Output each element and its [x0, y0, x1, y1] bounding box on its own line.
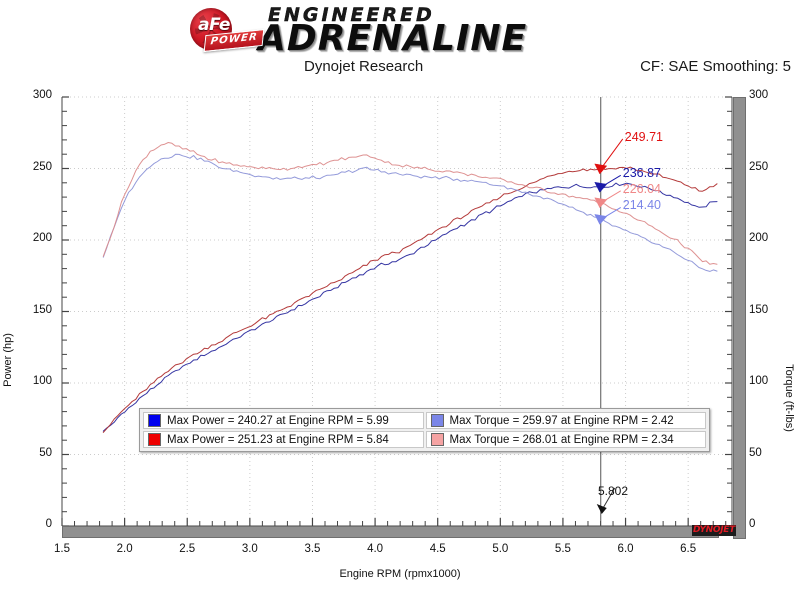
red-torque-readout: 249.71	[624, 129, 663, 144]
axis-tick-1-5: 1.5	[54, 543, 70, 555]
axis-tick-100: 100	[32, 375, 52, 387]
afe-power-logo: aFe POWER	[186, 6, 265, 52]
axis-tick-3-0: 3.0	[241, 543, 258, 555]
axis-tick-right-300: 300	[749, 89, 769, 101]
dynojet-research-title: Dynojet Research	[304, 58, 424, 75]
brand-header: aFe POWER ENGINEERED ADRENALINE	[0, 0, 800, 59]
legend-item: Max Power = 251.23 at Engine RPM = 5.84	[143, 431, 424, 448]
axis-tick-200: 200	[32, 232, 52, 244]
afe-circle-icon	[190, 8, 232, 50]
plot-svg	[61, 96, 733, 527]
axis-tick-300: 300	[32, 89, 52, 101]
axis-tick-50: 50	[39, 446, 52, 459]
legend-box: Max Power = 240.27 at Engine RPM = 5.99 M…	[139, 408, 710, 452]
axis-tick-right-150: 150	[749, 303, 769, 316]
axis-tick-6-5: 6.5	[680, 543, 697, 555]
axis-tick-right-200: 200	[749, 232, 769, 244]
axis-tick-250: 250	[32, 160, 52, 173]
legend-label: Max Torque = 259.97 at Engine RPM = 2.42	[449, 414, 674, 427]
legend-swatch	[430, 433, 444, 446]
axis-tick-4-0: 4.0	[367, 543, 384, 555]
axis-tick-3-5: 3.5	[304, 543, 321, 555]
axis-tick-4-5: 4.5	[429, 543, 446, 555]
x-axis-label-rpm: Engine RPM (rpmx1000)	[339, 568, 461, 580]
legend-label: Max Power = 240.27 at Engine RPM = 5.99	[167, 414, 389, 427]
horizontal-scrollbar[interactable]	[62, 526, 719, 538]
axis-tick-right-50: 50	[749, 446, 762, 459]
axis-tick-right-0: 0	[749, 518, 756, 530]
axis-tick-right-250: 250	[749, 160, 769, 173]
chart-header-row: Dynojet Research CF: SAE Smoothing: 5	[0, 58, 800, 80]
vertical-scrollbar[interactable]	[733, 97, 746, 539]
legend-swatch	[430, 414, 444, 427]
tagline-adrenaline: ADRENALINE	[258, 18, 528, 59]
axis-tick-150: 150	[32, 303, 52, 316]
axis-tick-2-0: 2.0	[116, 543, 133, 555]
legend-label: Max Power = 251.23 at Engine RPM = 5.84	[167, 433, 389, 446]
legend-item: Max Power = 240.27 at Engine RPM = 5.99	[143, 412, 424, 429]
dynojet-watermark-text: DYNOJET	[692, 525, 735, 535]
legend-swatch	[148, 414, 161, 427]
axis-tick-right-100: 100	[749, 375, 769, 387]
tagline-engineered: ENGINEERED	[268, 4, 435, 26]
legend-item: Max Torque = 259.97 at Engine RPM = 2.42	[425, 412, 706, 429]
lightblue-torque-readout: 214.40	[622, 198, 661, 213]
legend-swatch	[148, 433, 161, 446]
legend-label: Max Torque = 268.01 at Engine RPM = 2.34	[449, 433, 674, 446]
axis-tick-5-5: 5.5	[554, 543, 571, 555]
correction-factor-label: CF: SAE Smoothing: 5	[640, 58, 791, 75]
cursor-rpm-label: 5.802	[598, 484, 629, 498]
y-axis-label-power: Power (hp)	[2, 333, 14, 387]
legend-item: Max Torque = 268.01 at Engine RPM = 2.34	[425, 431, 706, 448]
pink-power-readout: 226.04	[622, 181, 661, 196]
dynojet-watermark: DYNOJET	[692, 525, 736, 536]
axis-tick-0: 0	[45, 518, 52, 530]
dyno-plot[interactable]: Power (hp) Torque (ft-lbs) Engine RPM (r…	[0, 88, 800, 600]
y-axis-label-torque: Torque (ft-lbs)	[783, 364, 795, 432]
blue-power-readout: 236.87	[622, 166, 661, 181]
axis-tick-2-5: 2.5	[179, 543, 196, 555]
axis-tick-5-0: 5.0	[492, 543, 509, 555]
afe-logo-initials: aFe	[198, 15, 230, 35]
axis-tick-6-0: 6.0	[617, 543, 634, 555]
